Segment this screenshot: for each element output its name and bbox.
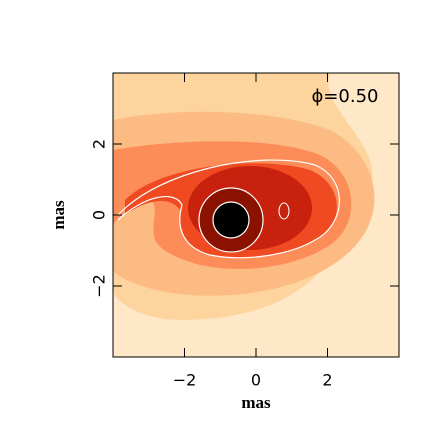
x-tick-label: −2 bbox=[173, 371, 197, 390]
x-axis-label: mas bbox=[241, 393, 271, 412]
contour-line bbox=[117, 159, 340, 259]
annotation: ϕ=0.50 bbox=[311, 86, 378, 107]
contour-line bbox=[212, 201, 250, 239]
y-tick-label: 0 bbox=[90, 210, 109, 220]
contour-level bbox=[213, 202, 249, 238]
contour-line bbox=[278, 202, 290, 220]
x-tick-label: 2 bbox=[322, 371, 332, 390]
contour-line bbox=[198, 187, 264, 253]
y-tick-label: 2 bbox=[90, 139, 109, 149]
x-tick-label: 0 bbox=[251, 371, 261, 390]
y-tick-label: −2 bbox=[90, 274, 109, 298]
y-axis-label: mas bbox=[49, 200, 68, 230]
contour-image bbox=[113, 73, 399, 357]
